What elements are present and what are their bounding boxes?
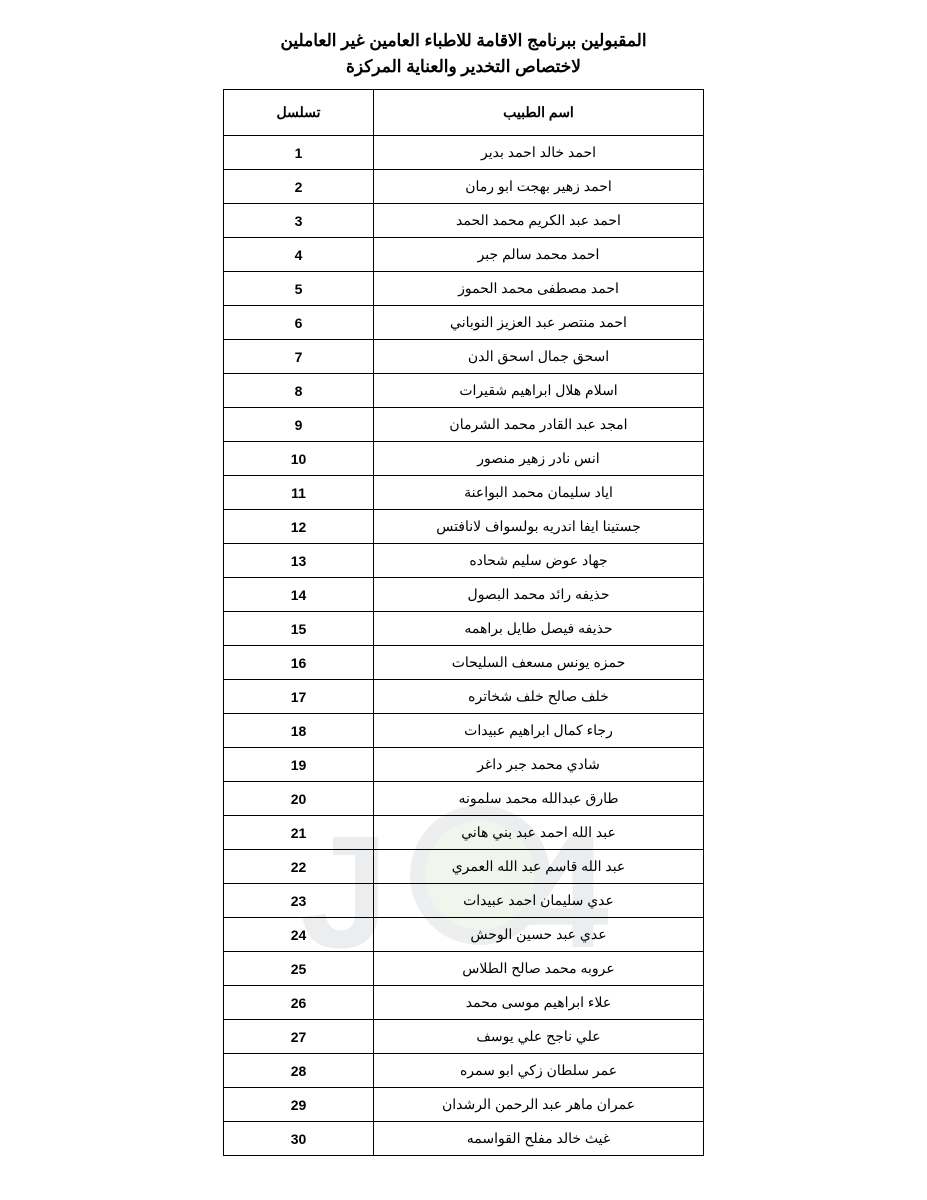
cell-seq: 25 xyxy=(224,952,374,986)
cell-seq: 26 xyxy=(224,986,374,1020)
table-row: اسلام هلال ابراهيم شقيرات8 xyxy=(224,374,704,408)
cell-name: عمر سلطان زكي ابو سمره xyxy=(374,1054,704,1088)
cell-name: عروبه محمد صالح الطلاس xyxy=(374,952,704,986)
table-row: عمر سلطان زكي ابو سمره28 xyxy=(224,1054,704,1088)
cell-seq: 27 xyxy=(224,1020,374,1054)
cell-name: احمد منتصر عبد العزيز النوباني xyxy=(374,306,704,340)
cell-seq: 24 xyxy=(224,918,374,952)
table-row: احمد منتصر عبد العزيز النوباني6 xyxy=(224,306,704,340)
cell-seq: 1 xyxy=(224,136,374,170)
column-header-seq: تسلسل xyxy=(224,90,374,136)
admissions-table: اسم الطبيب تسلسل احمد خالد احمد بدير1احم… xyxy=(223,89,704,1156)
cell-seq: 4 xyxy=(224,238,374,272)
cell-name: احمد زهير بهجت ابو رمان xyxy=(374,170,704,204)
cell-name: خلف صالح خلف شخاتره xyxy=(374,680,704,714)
cell-name: اسلام هلال ابراهيم شقيرات xyxy=(374,374,704,408)
table-row: علي ناجح علي يوسف27 xyxy=(224,1020,704,1054)
cell-name: علاء ابراهيم موسى محمد xyxy=(374,986,704,1020)
cell-seq: 2 xyxy=(224,170,374,204)
cell-seq: 15 xyxy=(224,612,374,646)
cell-name: احمد مصطفى محمد الحموز xyxy=(374,272,704,306)
cell-seq: 7 xyxy=(224,340,374,374)
cell-seq: 19 xyxy=(224,748,374,782)
table-header-row: اسم الطبيب تسلسل xyxy=(224,90,704,136)
cell-seq: 14 xyxy=(224,578,374,612)
cell-name: جستينا ايفا اندريه بولسواف لانافتس xyxy=(374,510,704,544)
table-row: جهاد عوض سليم شحاده13 xyxy=(224,544,704,578)
cell-name: عمران ماهر عبد الرحمن الرشدان xyxy=(374,1088,704,1122)
table-row: علاء ابراهيم موسى محمد26 xyxy=(224,986,704,1020)
table-row: عدي سليمان احمد عبيدات23 xyxy=(224,884,704,918)
cell-seq: 22 xyxy=(224,850,374,884)
table-row: اياد سليمان محمد البواعنة11 xyxy=(224,476,704,510)
cell-seq: 20 xyxy=(224,782,374,816)
cell-name: انس نادر زهير منصور xyxy=(374,442,704,476)
cell-seq: 29 xyxy=(224,1088,374,1122)
cell-seq: 9 xyxy=(224,408,374,442)
table-row: رجاء كمال ابراهيم عبيدات18 xyxy=(224,714,704,748)
cell-name: عبد الله احمد عبد بني هاني xyxy=(374,816,704,850)
cell-seq: 11 xyxy=(224,476,374,510)
cell-seq: 17 xyxy=(224,680,374,714)
table-row: حمزه يونس مسعف السليحات16 xyxy=(224,646,704,680)
table-row: احمد عبد الكريم محمد الحمد3 xyxy=(224,204,704,238)
cell-name: شادي محمد جبر داغر xyxy=(374,748,704,782)
table-row: شادي محمد جبر داغر19 xyxy=(224,748,704,782)
table-row: خلف صالح خلف شخاتره17 xyxy=(224,680,704,714)
table-row: غيث خالد مفلح القواسمه30 xyxy=(224,1122,704,1156)
table-row: حذيفه رائد محمد البصول14 xyxy=(224,578,704,612)
cell-name: جهاد عوض سليم شحاده xyxy=(374,544,704,578)
cell-name: عبد الله قاسم عبد الله العمري xyxy=(374,850,704,884)
cell-name: حمزه يونس مسعف السليحات xyxy=(374,646,704,680)
cell-name: طارق عبدالله محمد سلمونه xyxy=(374,782,704,816)
cell-seq: 21 xyxy=(224,816,374,850)
cell-name: احمد خالد احمد بدير xyxy=(374,136,704,170)
title-line-2: لاختصاص التخدير والعناية المركزة xyxy=(280,54,646,80)
cell-seq: 30 xyxy=(224,1122,374,1156)
title-line-1: المقبولين ببرنامج الاقامة للاطباء العامي… xyxy=(280,28,646,54)
cell-seq: 18 xyxy=(224,714,374,748)
cell-seq: 3 xyxy=(224,204,374,238)
cell-seq: 10 xyxy=(224,442,374,476)
table-row: جستينا ايفا اندريه بولسواف لانافتس12 xyxy=(224,510,704,544)
cell-name: امجد عبد القادر محمد الشرمان xyxy=(374,408,704,442)
cell-name: حذيفه فيصل طايل براهمه xyxy=(374,612,704,646)
table-row: عبد الله قاسم عبد الله العمري22 xyxy=(224,850,704,884)
cell-name: احمد عبد الكريم محمد الحمد xyxy=(374,204,704,238)
table-row: حذيفه فيصل طايل براهمه15 xyxy=(224,612,704,646)
cell-name: علي ناجح علي يوسف xyxy=(374,1020,704,1054)
cell-seq: 13 xyxy=(224,544,374,578)
table-row: احمد خالد احمد بدير1 xyxy=(224,136,704,170)
table-row: عدي عبد حسين الوحش24 xyxy=(224,918,704,952)
document-page: المقبولين ببرنامج الاقامة للاطباء العامي… xyxy=(0,0,927,1156)
document-title: المقبولين ببرنامج الاقامة للاطباء العامي… xyxy=(280,28,646,79)
cell-seq: 8 xyxy=(224,374,374,408)
table-row: احمد مصطفى محمد الحموز5 xyxy=(224,272,704,306)
cell-seq: 6 xyxy=(224,306,374,340)
cell-seq: 12 xyxy=(224,510,374,544)
cell-seq: 16 xyxy=(224,646,374,680)
cell-name: احمد محمد سالم جبر xyxy=(374,238,704,272)
table-row: عروبه محمد صالح الطلاس25 xyxy=(224,952,704,986)
cell-name: عدي عبد حسين الوحش xyxy=(374,918,704,952)
table-row: عمران ماهر عبد الرحمن الرشدان29 xyxy=(224,1088,704,1122)
table-row: طارق عبدالله محمد سلمونه20 xyxy=(224,782,704,816)
cell-name: عدي سليمان احمد عبيدات xyxy=(374,884,704,918)
table-row: اسحق جمال اسحق الدن7 xyxy=(224,340,704,374)
cell-name: حذيفه رائد محمد البصول xyxy=(374,578,704,612)
cell-name: اياد سليمان محمد البواعنة xyxy=(374,476,704,510)
cell-name: رجاء كمال ابراهيم عبيدات xyxy=(374,714,704,748)
table-row: امجد عبد القادر محمد الشرمان9 xyxy=(224,408,704,442)
table-row: احمد محمد سالم جبر4 xyxy=(224,238,704,272)
table-row: انس نادر زهير منصور10 xyxy=(224,442,704,476)
table-row: عبد الله احمد عبد بني هاني21 xyxy=(224,816,704,850)
cell-seq: 23 xyxy=(224,884,374,918)
cell-seq: 28 xyxy=(224,1054,374,1088)
cell-name: غيث خالد مفلح القواسمه xyxy=(374,1122,704,1156)
column-header-name: اسم الطبيب xyxy=(374,90,704,136)
table-body: احمد خالد احمد بدير1احمد زهير بهجت ابو ر… xyxy=(224,136,704,1156)
table-row: احمد زهير بهجت ابو رمان2 xyxy=(224,170,704,204)
cell-name: اسحق جمال اسحق الدن xyxy=(374,340,704,374)
cell-seq: 5 xyxy=(224,272,374,306)
